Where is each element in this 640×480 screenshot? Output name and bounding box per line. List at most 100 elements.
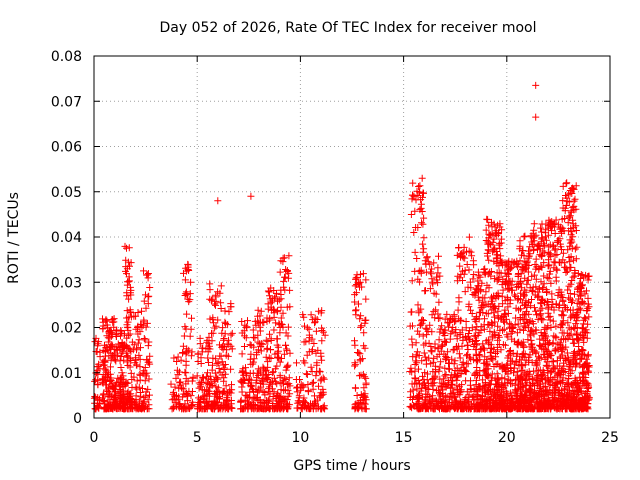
data-point bbox=[523, 257, 531, 265]
data-point bbox=[300, 357, 308, 365]
data-point bbox=[540, 391, 548, 398]
data-point bbox=[454, 390, 462, 398]
data-point bbox=[145, 405, 153, 413]
data-point bbox=[564, 334, 572, 342]
data-point bbox=[507, 380, 514, 388]
data-point bbox=[274, 297, 281, 305]
data-point bbox=[494, 332, 502, 339]
data-point bbox=[571, 245, 579, 253]
data-point bbox=[486, 349, 494, 357]
data-point bbox=[464, 346, 472, 353]
data-point bbox=[252, 321, 260, 329]
data-point bbox=[422, 403, 430, 411]
data-point bbox=[105, 384, 113, 392]
data-point bbox=[567, 225, 575, 232]
data-point bbox=[559, 307, 567, 315]
data-point bbox=[225, 388, 233, 396]
data-point bbox=[356, 278, 364, 286]
data-point bbox=[281, 386, 289, 394]
data-point bbox=[124, 331, 132, 339]
data-point bbox=[356, 315, 364, 323]
data-point bbox=[189, 374, 197, 382]
data-point bbox=[214, 197, 222, 205]
data-point bbox=[212, 301, 219, 309]
data-point bbox=[118, 369, 126, 377]
data-point bbox=[412, 400, 420, 408]
data-point bbox=[356, 356, 364, 364]
data-point bbox=[282, 376, 290, 383]
data-point bbox=[545, 275, 553, 283]
data-point bbox=[283, 267, 291, 274]
data-point bbox=[462, 318, 470, 325]
data-point bbox=[550, 332, 558, 340]
data-point bbox=[246, 341, 254, 349]
data-point bbox=[530, 240, 538, 248]
data-point bbox=[578, 324, 586, 332]
data-point bbox=[441, 403, 449, 411]
data-point bbox=[283, 345, 290, 353]
data-point bbox=[280, 277, 288, 285]
data-point bbox=[112, 405, 120, 413]
data-point bbox=[514, 260, 522, 268]
data-point bbox=[580, 333, 588, 341]
data-point bbox=[481, 346, 488, 354]
data-point bbox=[458, 250, 466, 258]
data-point bbox=[283, 363, 291, 371]
data-point bbox=[495, 269, 503, 277]
data-point bbox=[485, 396, 493, 404]
data-point bbox=[132, 312, 140, 320]
data-point bbox=[474, 386, 482, 394]
axis-ticks: 0 5 10 15 20 25 0 0.01 0.02 0.03 0.04 0.05 0.06 0.07 0… bbox=[51, 49, 619, 446]
data-point bbox=[270, 287, 278, 294]
data-point bbox=[545, 313, 553, 321]
data-point bbox=[247, 192, 255, 200]
data-point bbox=[484, 300, 492, 308]
data-point bbox=[412, 339, 420, 347]
data-point bbox=[211, 376, 219, 384]
data-point bbox=[575, 295, 583, 303]
data-point bbox=[141, 364, 149, 371]
data-point bbox=[533, 394, 541, 402]
data-point bbox=[526, 317, 534, 325]
data-point bbox=[581, 290, 589, 298]
data-point bbox=[225, 308, 233, 316]
data-point bbox=[124, 324, 132, 332]
data-point bbox=[544, 341, 552, 349]
y-tick-label: 0 bbox=[73, 411, 82, 427]
data-point bbox=[91, 393, 99, 400]
data-point bbox=[228, 345, 236, 353]
data-point bbox=[124, 362, 132, 369]
data-point bbox=[465, 266, 473, 274]
data-point bbox=[94, 401, 101, 409]
data-point bbox=[499, 286, 507, 294]
data-point bbox=[545, 377, 553, 385]
data-point bbox=[143, 319, 151, 327]
data-point bbox=[413, 385, 421, 393]
data-point bbox=[185, 403, 193, 411]
data-point bbox=[320, 402, 328, 410]
data-point bbox=[412, 224, 420, 231]
data-point bbox=[450, 311, 458, 319]
data-point bbox=[267, 355, 275, 362]
data-point bbox=[132, 325, 140, 333]
data-point bbox=[175, 393, 183, 401]
data-point bbox=[171, 383, 179, 391]
data-point bbox=[540, 272, 548, 280]
data-point bbox=[520, 343, 528, 351]
y-tick-label: 0.03 bbox=[51, 275, 82, 291]
data-point bbox=[246, 388, 254, 396]
data-point bbox=[572, 227, 580, 234]
data-point bbox=[529, 230, 537, 238]
data-point bbox=[470, 405, 478, 413]
data-point bbox=[108, 316, 116, 324]
data-point bbox=[243, 323, 251, 331]
data-point bbox=[441, 383, 449, 390]
data-point bbox=[568, 228, 576, 236]
data-point bbox=[99, 346, 107, 354]
data-point bbox=[423, 385, 431, 393]
data-point bbox=[538, 235, 546, 243]
data-point bbox=[442, 356, 450, 364]
data-point bbox=[520, 393, 528, 401]
data-point bbox=[418, 208, 426, 215]
data-point bbox=[307, 363, 315, 371]
